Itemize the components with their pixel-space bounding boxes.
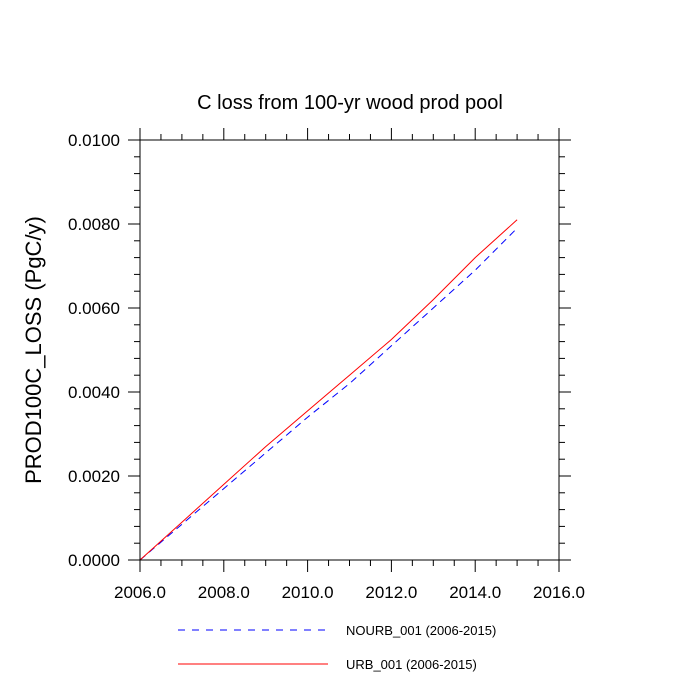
y-tick-label: 0.0040 — [68, 383, 120, 402]
y-tick-label: 0.0080 — [68, 215, 120, 234]
y-tick-label: 0.0060 — [68, 299, 120, 318]
y-axis-label: PROD100C_LOSS (PgC/y) — [21, 216, 46, 484]
x-tick-label: 2012.0 — [365, 583, 417, 602]
series-line-urb-001 — [139, 219, 518, 561]
x-tick-label: 2014.0 — [449, 583, 501, 602]
series-line-nourb-001 — [139, 227, 518, 561]
data-series — [139, 219, 518, 561]
axis-ticks — [128, 128, 571, 572]
y-tick-label: 0.0020 — [68, 467, 120, 486]
x-tick-label: 2010.0 — [282, 583, 334, 602]
x-tick-label: 2008.0 — [198, 583, 250, 602]
x-tick-label: 2006.0 — [114, 583, 166, 602]
x-tick-label: 2016.0 — [533, 583, 585, 602]
legend-label: NOURB_001 (2006-2015) — [346, 623, 496, 638]
plot-frame — [139, 139, 560, 561]
y-tick-label: 0.0100 — [68, 131, 120, 150]
chart-title: C loss from 100-yr wood prod pool — [197, 92, 503, 114]
legend-label: URB_001 (2006-2015) — [346, 657, 477, 672]
legend: NOURB_001 (2006-2015) URB_001 (2006-2015) — [178, 623, 496, 672]
y-tick-label: 0.0000 — [68, 551, 120, 570]
axis-tick-labels: 2006.0 2008.0 2010.0 2012.0 2014.0 2016.0 0.00… — [68, 131, 585, 602]
